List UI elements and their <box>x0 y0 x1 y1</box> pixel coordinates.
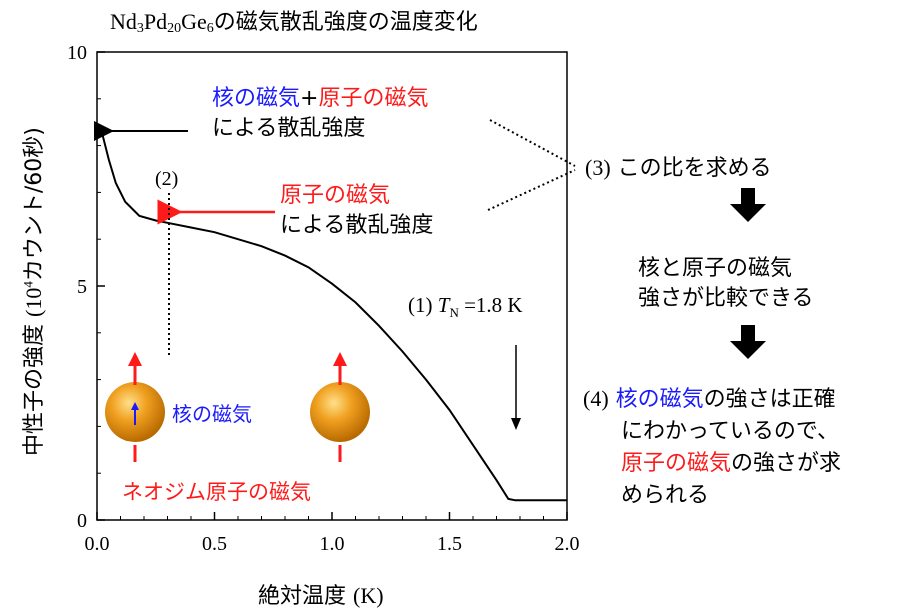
tn-arrow-head <box>511 418 521 430</box>
x-tick-label: 1.5 <box>437 533 462 555</box>
y-tick-label: 10 <box>67 42 87 64</box>
step-3: (3) この比を求める <box>585 155 772 181</box>
label-step-2: (2) <box>155 168 179 190</box>
nucleus-sphere-1 <box>105 382 165 442</box>
label-neel-temperature: (1) TN =1.8 K <box>408 293 523 321</box>
y-tick-label: 0 <box>77 510 87 532</box>
x-axis-label: 絶対温度 (K) <box>258 583 384 609</box>
neodymium-moment-arrow-1 <box>128 352 142 462</box>
down-arrow-2 <box>730 325 766 359</box>
dotted-line-ratio-top <box>489 119 576 167</box>
nucleus-sphere-2 <box>310 382 370 442</box>
annotation-combined: 核の磁気+原子の磁気 による散乱強度 <box>212 86 429 141</box>
x-tick-label: 0.0 <box>85 533 110 555</box>
neodymium-moment-label: ネオジム原子の磁気 <box>122 480 311 504</box>
nuclear-moment-label: 核の磁気 <box>172 402 252 426</box>
neodymium-moment-arrow-2 <box>333 352 347 462</box>
step-4: (4) 核の磁気の強さは正確 にわかっているので、 原子の磁気の強さが求 められ… <box>583 386 842 508</box>
down-arrow-1 <box>730 188 766 222</box>
dotted-line-ratio-bottom <box>487 169 576 211</box>
y-tick-label: 5 <box>77 276 87 298</box>
step-comparison: 核と原子の磁気 強さが比較できる <box>638 256 814 311</box>
x-tick-label: 1.0 <box>320 533 345 555</box>
data-line <box>100 131 567 502</box>
chart-title: Nd3Pd20Ge6の磁気散乱強度の温度変化 <box>110 9 478 36</box>
x-tick-label: 0.5 <box>202 533 227 555</box>
annotation-atomic: 原子の磁気 による散乱強度 <box>280 183 434 238</box>
x-tick-label: 2.0 <box>555 533 580 555</box>
